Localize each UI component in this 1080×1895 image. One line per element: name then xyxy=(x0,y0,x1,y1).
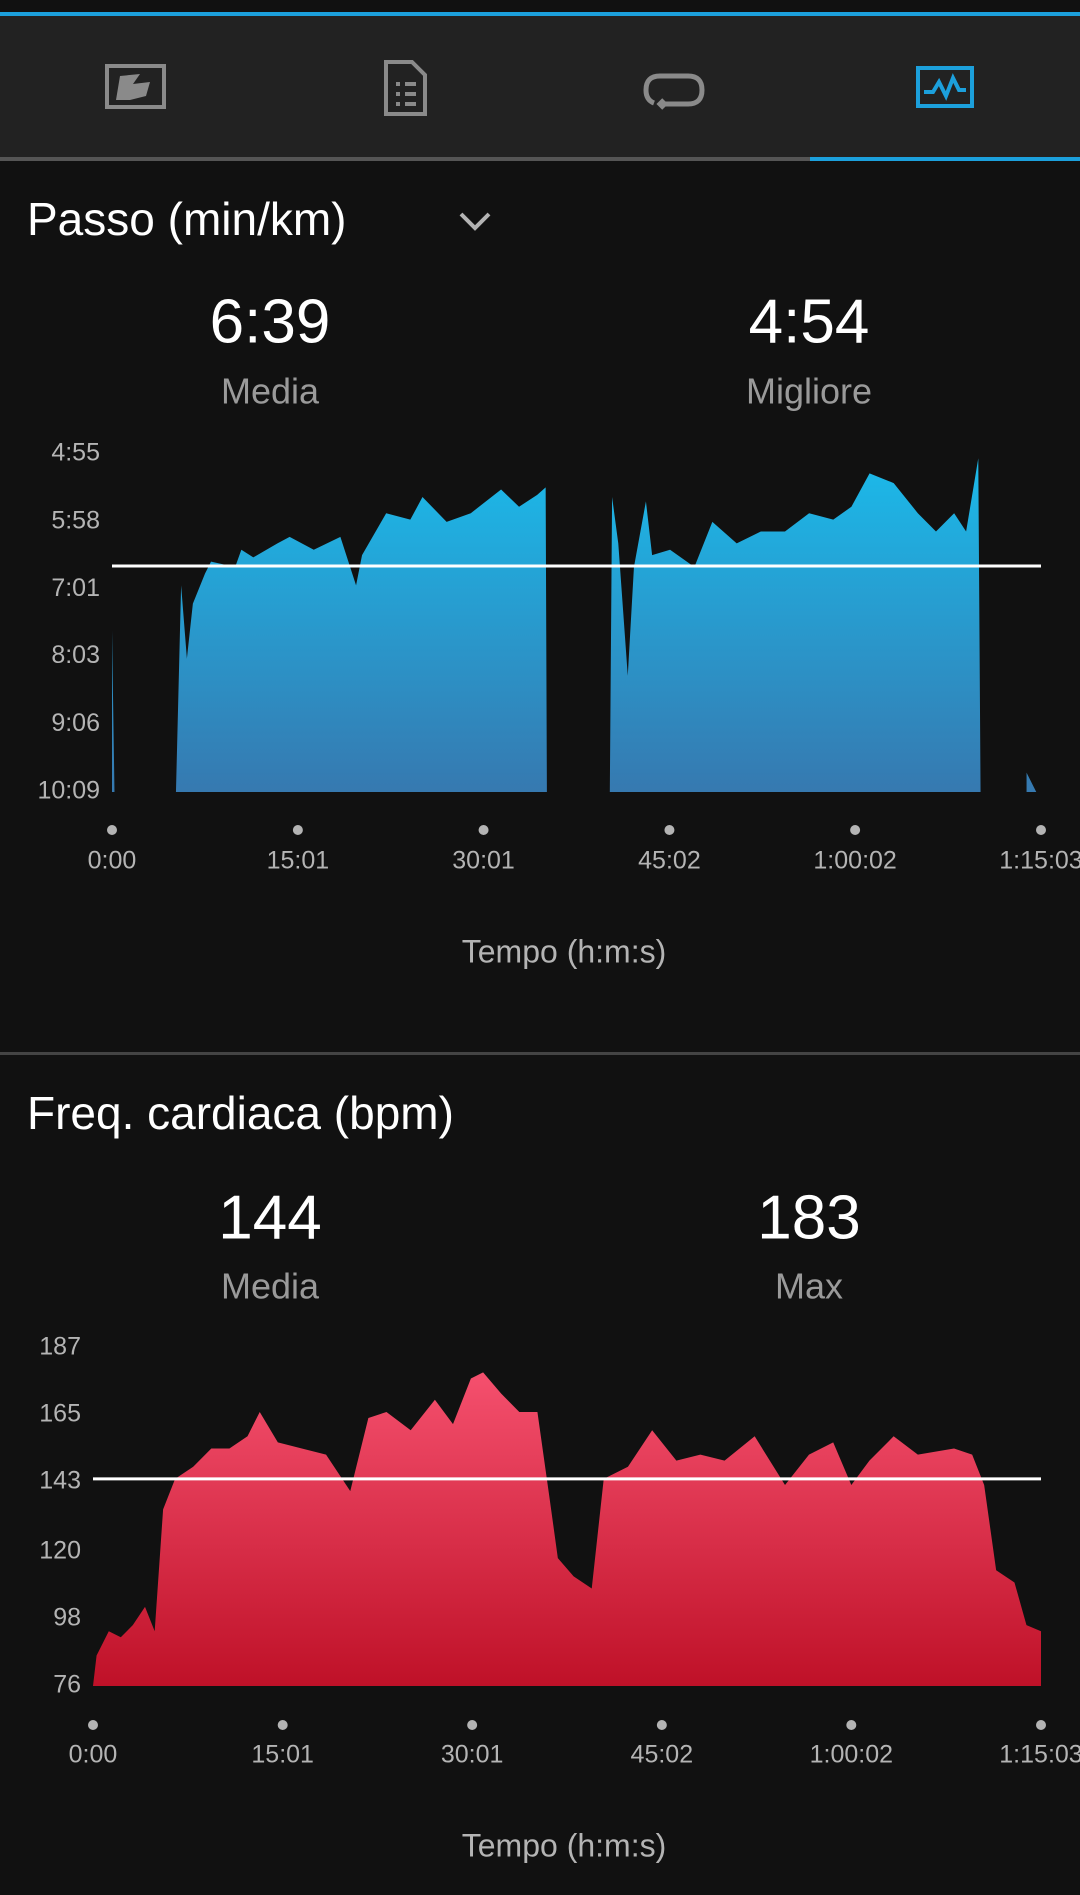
x-tick-dot xyxy=(850,825,861,835)
x-tick-dot xyxy=(1036,825,1046,835)
area xyxy=(93,1372,1041,1686)
x-tick-dot xyxy=(478,825,489,835)
y-tick-label: 76 xyxy=(53,1671,81,1699)
x-tick-label: 1:15:03 xyxy=(999,1741,1080,1769)
x-tick-label: 1:15:03 xyxy=(999,847,1080,875)
tab-details[interactable] xyxy=(384,60,427,116)
x-tick-label: 45:02 xyxy=(638,847,701,875)
stat-name: Migliore xyxy=(746,371,872,412)
x-tick-label: 15:01 xyxy=(251,1741,314,1769)
x-tick-label: 30:01 xyxy=(452,847,515,875)
y-tick-label: 8:03 xyxy=(51,641,100,669)
stat-name: Media xyxy=(221,371,320,412)
x-axis-label: Tempo (h:m:s) xyxy=(462,933,666,969)
x-tick-label: 0:00 xyxy=(69,1741,118,1769)
x-tick-dot xyxy=(277,1720,288,1730)
x-tick-dot xyxy=(88,1720,98,1730)
tab-charts[interactable] xyxy=(916,66,974,108)
x-tick-dot xyxy=(664,825,675,835)
x-tick-dot xyxy=(292,825,303,835)
area xyxy=(112,458,1037,792)
y-tick-label: 5:58 xyxy=(51,506,100,534)
y-tick-label: 98 xyxy=(53,1604,81,1632)
x-tick-label: 45:02 xyxy=(631,1741,694,1769)
stat-value: 4:54 xyxy=(749,287,870,356)
y-tick-label: 7:01 xyxy=(51,574,100,602)
y-tick-label: 9:06 xyxy=(51,709,100,737)
tab-overview[interactable] xyxy=(105,64,166,109)
dropdown-chevron[interactable] xyxy=(459,212,491,231)
y-tick-label: 120 xyxy=(39,1537,81,1565)
top-accent xyxy=(0,12,1080,16)
x-tick-dot xyxy=(467,1720,478,1730)
x-tick-dot xyxy=(846,1720,857,1730)
x-tick-label: 30:01 xyxy=(441,1741,504,1769)
y-tick-label: 4:55 xyxy=(51,439,100,467)
tab-laps[interactable] xyxy=(643,73,705,110)
stat-name: Max xyxy=(775,1266,843,1307)
x-tick-dot xyxy=(656,1720,667,1730)
y-tick-label: 10:09 xyxy=(37,777,100,805)
tab-divider xyxy=(0,157,1080,161)
tab-indicator xyxy=(810,157,1080,161)
x-tick-dot xyxy=(1036,1720,1046,1730)
x-tick-dot xyxy=(107,825,117,835)
y-tick-label: 187 xyxy=(39,1333,81,1361)
x-tick-label: 1:00:02 xyxy=(813,847,896,875)
y-tick-label: 143 xyxy=(39,1467,81,1495)
tab-bar xyxy=(0,16,1080,157)
stat-value: 6:39 xyxy=(210,287,331,356)
section-divider xyxy=(0,1052,1080,1055)
section-title: Passo (min/km) xyxy=(27,193,346,245)
section-title: Freq. cardiaca (bpm) xyxy=(27,1087,454,1139)
stat-name: Media xyxy=(221,1266,320,1307)
x-tick-label: 15:01 xyxy=(267,847,330,875)
stat-value: 144 xyxy=(218,1183,321,1252)
x-axis-label: Tempo (h:m:s) xyxy=(462,1827,666,1863)
stat-value: 183 xyxy=(757,1183,860,1252)
x-tick-label: 0:00 xyxy=(88,847,137,875)
y-tick-label: 165 xyxy=(39,1400,81,1428)
x-tick-label: 1:00:02 xyxy=(810,1741,893,1769)
